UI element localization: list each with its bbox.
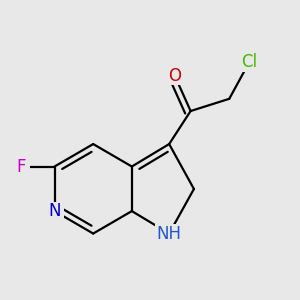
Text: Cl: Cl (241, 53, 257, 71)
FancyBboxPatch shape (46, 202, 64, 220)
FancyBboxPatch shape (155, 224, 183, 243)
Text: F: F (16, 158, 26, 175)
FancyBboxPatch shape (166, 66, 184, 85)
FancyBboxPatch shape (12, 157, 30, 176)
Text: O: O (168, 67, 181, 85)
Text: N: N (48, 202, 61, 220)
Text: NH: NH (157, 225, 182, 243)
FancyBboxPatch shape (235, 53, 263, 72)
